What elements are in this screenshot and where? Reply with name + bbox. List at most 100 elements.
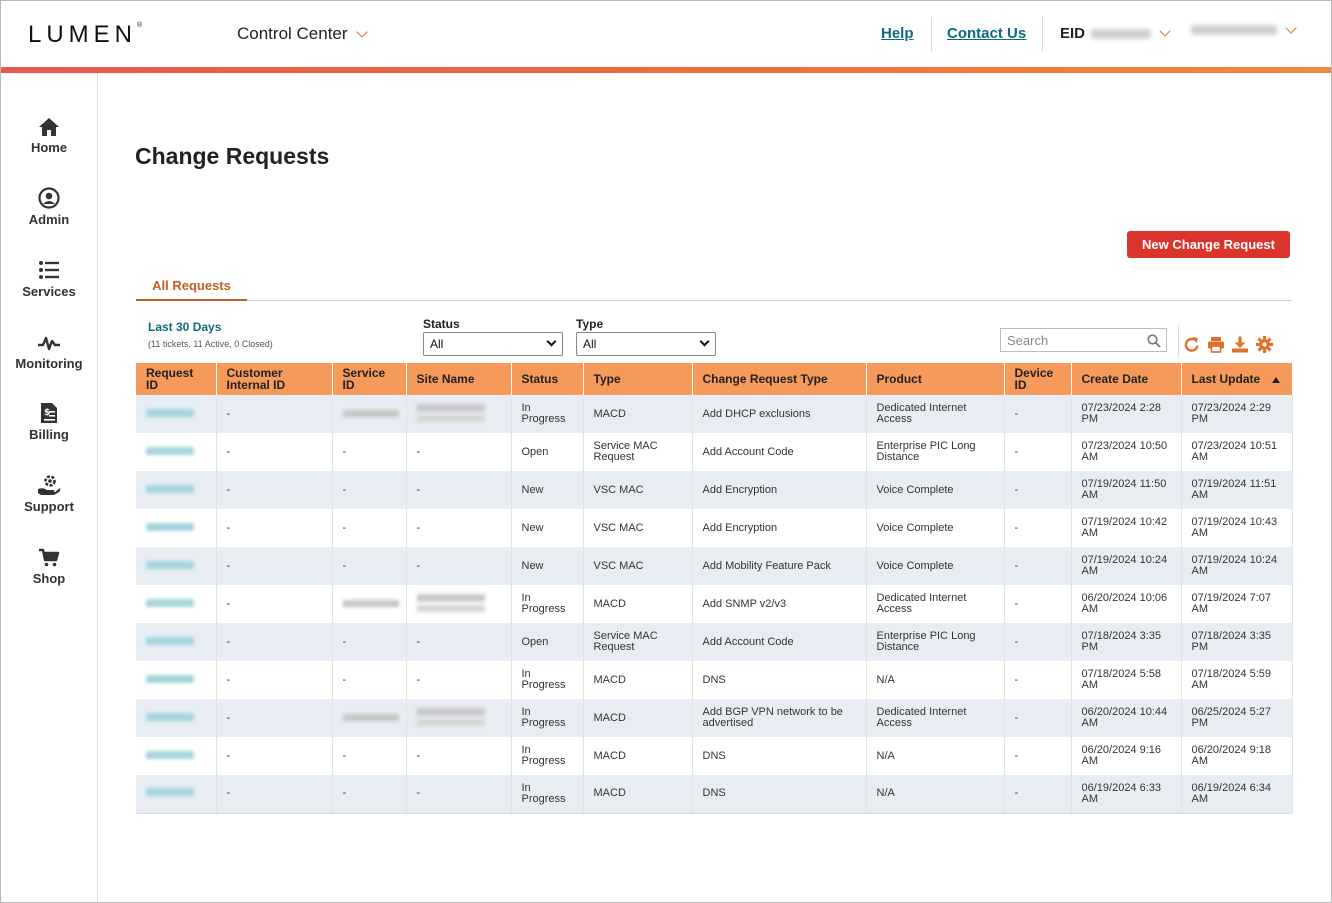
cell-last-update: 07/23/2024 2:29 PM [1181, 395, 1293, 433]
request-id-link-redacted[interactable] [146, 598, 194, 607]
gear-icon[interactable] [1256, 336, 1273, 353]
cell-site-name: - [406, 737, 512, 775]
app-switcher[interactable]: Control Center [237, 24, 368, 44]
column-header-service-id[interactable]: Service ID [332, 363, 407, 395]
column-header-customer-internal-id[interactable]: Customer Internal ID [216, 363, 333, 395]
request-id-link-redacted[interactable] [146, 522, 194, 531]
cell-type: MACD [583, 699, 693, 737]
sidebar-item-label: Services [22, 284, 76, 299]
print-icon[interactable] [1207, 336, 1225, 353]
cell-change-request-type: Add Account Code [692, 623, 867, 661]
sidebar-item-home[interactable]: Home [1, 117, 97, 155]
invoice-icon: $ [41, 403, 57, 423]
cell-change-request-type: Add Encryption [692, 509, 867, 547]
column-header-product[interactable]: Product [866, 363, 1005, 395]
column-header-device-id[interactable]: Device ID [1004, 363, 1072, 395]
cell-device-id: - [1004, 623, 1072, 661]
sidebar-item-admin[interactable]: Admin [1, 187, 97, 227]
cell-product: Voice Complete [866, 509, 1005, 547]
cell-create-date: 07/18/2024 5:58 AM [1071, 661, 1182, 699]
cell-service-id: - [332, 509, 407, 547]
table-row[interactable]: - - - Open Service MAC Request Add Account Co… [136, 433, 1293, 471]
chevron-down-icon [1285, 21, 1297, 34]
column-header-status[interactable]: Status [511, 363, 584, 395]
cell-create-date: 06/20/2024 10:06 AM [1071, 585, 1182, 623]
table-row[interactable]: - - - New VSC MAC Add Encryption Voice Complet… [136, 471, 1293, 509]
cell-product: Dedicated Internet Access [866, 699, 1005, 737]
download-icon[interactable] [1231, 336, 1249, 353]
sidebar-item-services[interactable]: Services [1, 259, 97, 299]
cell-site-name: - [406, 775, 512, 814]
type-filter-select[interactable]: All [576, 332, 716, 356]
table-row[interactable]: - - - Open Service MAC Request Add Account Co… [136, 623, 1293, 661]
cell-customer-internal-id: - [216, 699, 333, 737]
sidebar-item-support[interactable]: Support [1, 474, 97, 514]
table-row[interactable]: - - - In Progress MACD DNS N/A -07/18/2024 5:58… [136, 661, 1293, 699]
cell-customer-internal-id: - [216, 433, 333, 471]
tab-all-requests[interactable]: All Requests [136, 273, 247, 301]
sidebar-item-label: Billing [29, 427, 69, 442]
home-icon [39, 118, 59, 136]
request-id-link-redacted[interactable] [146, 446, 194, 455]
table-row[interactable]: - In Progress MACD Add DHCP exclusions Dedic… [136, 395, 1293, 433]
column-header-change-request-type[interactable]: Change Request Type [692, 363, 867, 395]
column-header-request-id[interactable]: Request ID [136, 363, 217, 395]
cell-change-request-type: Add Account Code [692, 433, 867, 471]
cell-product: N/A [866, 775, 1005, 814]
request-id-link-redacted[interactable] [146, 712, 194, 721]
cell-create-date: 07/19/2024 10:42 AM [1071, 509, 1182, 547]
column-header-site-name[interactable]: Site Name [406, 363, 512, 395]
table-row[interactable]: - - - New VSC MAC Add Mobility Feature Pack Vo… [136, 547, 1293, 585]
request-id-link-redacted[interactable] [146, 674, 194, 683]
cell-request-id [136, 775, 217, 814]
cell-site-name: - [406, 471, 512, 509]
help-link[interactable]: Help [881, 25, 914, 42]
request-id-link-redacted[interactable] [146, 484, 194, 493]
request-id-link-redacted[interactable] [146, 788, 194, 797]
site-name-redacted [416, 403, 485, 422]
cell-status: New [511, 547, 584, 585]
top-header: LUMEN® Control Center Help Contact Us EI… [1, 1, 1331, 67]
table-row[interactable]: - - - In Progress MACD DNS N/A -06/19/2024 6:33… [136, 775, 1293, 814]
status-filter-select[interactable]: All [423, 332, 563, 356]
request-id-link-redacted[interactable] [146, 408, 194, 417]
request-id-link-redacted[interactable] [146, 750, 194, 759]
date-range-link[interactable]: Last 30 Days [148, 320, 222, 334]
cell-type: Service MAC Request [583, 433, 693, 471]
cell-site-name: - [406, 547, 512, 585]
cell-request-id [136, 699, 217, 737]
contact-us-link[interactable]: Contact Us [947, 25, 1027, 42]
cell-device-id: - [1004, 737, 1072, 775]
support-hand-icon [38, 475, 61, 495]
table-row[interactable]: - - - New VSC MAC Add Encryption Voice Complet… [136, 509, 1293, 547]
column-header-create-date[interactable]: Create Date [1071, 363, 1182, 395]
column-header-last-update[interactable]: Last Update [1181, 363, 1293, 395]
table-row[interactable]: - In Progress MACD Add SNMP v2/v3 Dedicated … [136, 585, 1293, 623]
cell-product: Enterprise PIC Long Distance [866, 623, 1005, 661]
sidebar-item-billing[interactable]: $ Billing [1, 402, 97, 442]
table-row[interactable]: - - - In Progress MACD DNS N/A -06/20/2024 9:16… [136, 737, 1293, 775]
search-icon[interactable] [1147, 334, 1161, 348]
search-input[interactable] [1000, 328, 1167, 352]
table-header-row: Request ID Customer Internal ID Service … [136, 363, 1293, 395]
user-menu[interactable] [1191, 21, 1297, 35]
cell-customer-internal-id: - [216, 509, 333, 547]
eid-selector[interactable]: EID [1060, 25, 1171, 42]
table-row[interactable]: - In Progress MACD Add BGP VPN network to b… [136, 699, 1293, 737]
sidebar-item-label: Admin [28, 212, 70, 227]
new-change-request-button[interactable]: New Change Request [1127, 231, 1290, 258]
cell-last-update: 06/20/2024 9:18 AM [1181, 737, 1293, 775]
sidebar-item-monitoring[interactable]: Monitoring [1, 333, 97, 371]
cell-last-update: 07/18/2024 5:59 AM [1181, 661, 1293, 699]
refresh-icon[interactable] [1184, 336, 1200, 353]
type-filter-label: Type [576, 317, 604, 331]
request-id-link-redacted[interactable] [146, 560, 194, 569]
cell-service-id [332, 699, 407, 737]
cell-type: VSC MAC [583, 547, 693, 585]
column-header-type[interactable]: Type [583, 363, 693, 395]
cell-type: VSC MAC [583, 509, 693, 547]
request-id-link-redacted[interactable] [146, 636, 194, 645]
cell-create-date: 07/23/2024 2:28 PM [1071, 395, 1182, 433]
lumen-logo[interactable]: LUMEN® [28, 21, 142, 49]
sidebar-item-shop[interactable]: Shop [1, 548, 97, 586]
